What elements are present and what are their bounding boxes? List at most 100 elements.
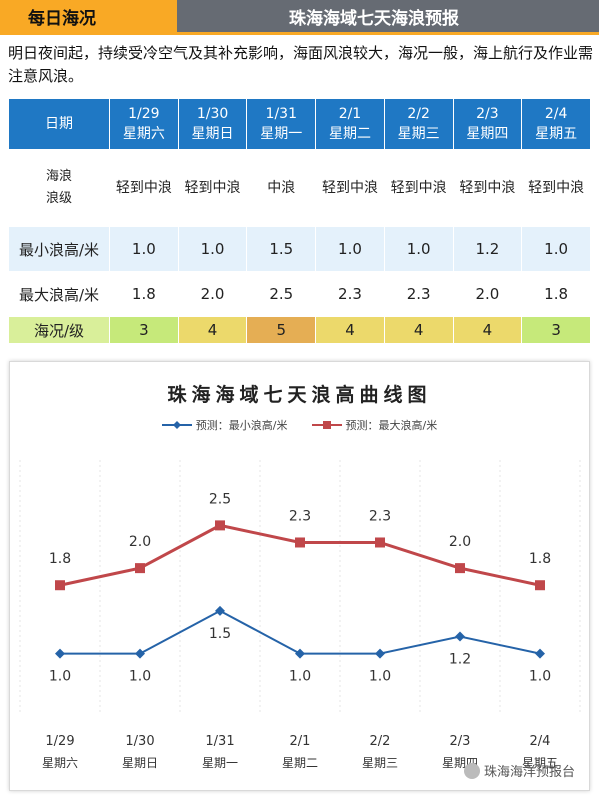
sea-state-cell: 5 bbox=[246, 316, 317, 344]
watermark-text: 珠海海洋预报台 bbox=[483, 765, 575, 780]
table-header-row: 日期 1/29 星期六 1/30 星期日 1/31 星期一 2/1 星期二 2/2 星期三 2/3 星… bbox=[8, 98, 591, 150]
x-tick-label: 2/1 bbox=[290, 734, 311, 749]
min-height-cell: 1.5 bbox=[246, 226, 317, 272]
wechat-icon bbox=[463, 762, 480, 779]
min-height-cell: 1.0 bbox=[521, 226, 591, 272]
chart-title: 珠海海域七天浪高曲线图 bbox=[167, 384, 432, 406]
day-date: 2/3 bbox=[476, 106, 499, 122]
wave-level-cell: 轻到中浪 bbox=[521, 149, 591, 227]
x-tick-label: 2/4 bbox=[530, 734, 551, 749]
intro-text: 明日夜间起，持续受冷空气及其补充影响，海面风浪较大，海况一般，海上航行及作业需注… bbox=[8, 44, 594, 85]
wave-level-cell: 轻到中浪 bbox=[452, 149, 523, 227]
legend-min-label: 预测：最小浪高/米 bbox=[195, 419, 288, 432]
legend-max-marker bbox=[311, 421, 342, 429]
series-1-data-label: 2.3 bbox=[369, 508, 391, 524]
header-bar: 每日海况 珠海海域七天海浪预报 bbox=[0, 0, 599, 38]
min-height-cell: 1.0 bbox=[315, 226, 385, 272]
sea-state-cell: 4 bbox=[383, 316, 454, 344]
x-tick-label: 2/3 bbox=[450, 734, 471, 749]
min-height-cell: 1.2 bbox=[452, 226, 523, 272]
day-weekday: 星期六 bbox=[122, 126, 165, 142]
chart-plot: 1.0 1.0 1.5 1.0 1.0 1.2 1.0 1.8 2.0 2.5 2.3 2.3 2.0 1… bbox=[19, 460, 581, 770]
series-1-point bbox=[215, 520, 225, 531]
forecast-table: 日期 1/29 星期六 1/30 星期日 1/31 星期一 2/1 星期二 2/2 星期三 2/3 星… bbox=[8, 98, 591, 344]
series-0-point bbox=[375, 648, 385, 659]
max-row-label: 最大浪高/米 bbox=[8, 271, 110, 317]
series-0-data-label: 1.0 bbox=[129, 669, 151, 685]
wave-level-cell: 轻到中浪 bbox=[109, 149, 179, 227]
level-row-label: 海浪 浪级 bbox=[8, 149, 110, 227]
header-right-title: 珠海海域七天海浪预报 bbox=[177, 0, 599, 35]
header-left-title: 每日海况 bbox=[0, 0, 177, 35]
wave-level-cell: 轻到中浪 bbox=[383, 149, 454, 227]
series-1-point bbox=[535, 580, 545, 591]
sea-state-cell: 3 bbox=[521, 316, 591, 344]
x-tick-label: 1/30 bbox=[125, 734, 154, 749]
day-weekday: 星期五 bbox=[535, 126, 578, 142]
max-height-cell: 1.8 bbox=[521, 271, 591, 317]
date-header: 日期 bbox=[8, 98, 110, 150]
series-0-point bbox=[455, 631, 465, 642]
day-date: 2/2 bbox=[407, 106, 430, 122]
day-weekday: 星期四 bbox=[466, 126, 509, 142]
day-weekday: 星期一 bbox=[260, 126, 303, 142]
min-height-cell: 1.0 bbox=[109, 226, 179, 272]
day-header-4: 2/2 星期三 bbox=[383, 98, 454, 150]
series-0-data-label: 1.0 bbox=[529, 669, 551, 685]
series-1-data-label: 2.3 bbox=[289, 508, 311, 524]
series-0-data-label: 1.5 bbox=[209, 626, 231, 642]
day-header-6: 2/4 星期五 bbox=[521, 98, 591, 150]
day-header-2: 1/31 星期一 bbox=[246, 98, 317, 150]
sea-state-cell: 4 bbox=[452, 316, 523, 344]
series-1-point bbox=[55, 580, 65, 591]
series-1-point bbox=[375, 537, 385, 548]
max-height-cell: 2.3 bbox=[383, 271, 454, 317]
day-header-5: 2/3 星期四 bbox=[452, 98, 523, 150]
wave-level-cell: 轻到中浪 bbox=[177, 149, 248, 227]
series-0-point bbox=[55, 648, 65, 659]
level-label-line2: 浪级 bbox=[45, 191, 72, 206]
day-header-1: 1/30 星期日 bbox=[177, 98, 248, 150]
x-tick-label: 2/2 bbox=[370, 734, 391, 749]
series-0-data-label: 1.0 bbox=[289, 669, 311, 685]
x-tick-sublabel: 星期二 bbox=[282, 756, 318, 770]
day-weekday: 星期三 bbox=[397, 126, 440, 142]
series-1-point bbox=[455, 563, 465, 574]
day-date: 2/4 bbox=[544, 106, 568, 122]
series-0-data-label: 1.0 bbox=[49, 669, 71, 685]
series-line-0 bbox=[60, 609, 541, 655]
max-height-cell: 2.0 bbox=[452, 271, 523, 317]
x-tick-sublabel: 星期日 bbox=[122, 756, 158, 770]
legend-item-min: 预测：最小浪高/米 bbox=[161, 417, 288, 433]
series-0-point bbox=[215, 605, 225, 616]
day-date: 1/31 bbox=[265, 106, 297, 122]
series-1-data-label: 2.0 bbox=[129, 534, 151, 550]
series-0-point bbox=[135, 648, 145, 659]
legend-min-marker bbox=[161, 421, 192, 429]
x-tick-sublabel: 星期六 bbox=[42, 756, 78, 770]
series-1-data-label: 2.5 bbox=[209, 491, 231, 507]
max-height-cell: 2.0 bbox=[177, 271, 248, 317]
min-row-label: 最小浪高/米 bbox=[8, 226, 110, 272]
day-date: 1/29 bbox=[128, 106, 160, 122]
min-height-cell: 1.0 bbox=[383, 226, 454, 272]
max-row: 最大浪高/米 1.8 2.0 2.5 2.3 2.3 2.0 1.8 bbox=[8, 271, 591, 317]
level-label-line1: 海浪 bbox=[45, 169, 72, 184]
series-0-point bbox=[535, 648, 545, 659]
wave-chart-panel: 珠海海域七天浪高曲线图 预测：最小浪高/米 预测：最大浪高/米 1.0 1.0 1.… bbox=[9, 361, 590, 791]
wave-level-cell: 中浪 bbox=[246, 149, 317, 227]
sea-state-cell: 3 bbox=[109, 316, 179, 344]
max-height-cell: 1.8 bbox=[109, 271, 179, 317]
day-header-0: 1/29 星期六 bbox=[109, 98, 179, 150]
series-1-point bbox=[135, 563, 145, 574]
day-date: 1/30 bbox=[196, 106, 229, 122]
series-0-data-label: 1.0 bbox=[369, 669, 391, 685]
max-height-cell: 2.3 bbox=[315, 271, 385, 317]
x-tick-sublabel: 星期五 bbox=[522, 756, 558, 770]
wave-level-cell: 轻到中浪 bbox=[315, 149, 385, 227]
series-1-point bbox=[295, 537, 305, 548]
x-tick-label: 1/31 bbox=[205, 734, 234, 749]
day-header-3: 2/1 星期二 bbox=[315, 98, 385, 150]
x-tick-sublabel: 星期三 bbox=[362, 756, 398, 770]
